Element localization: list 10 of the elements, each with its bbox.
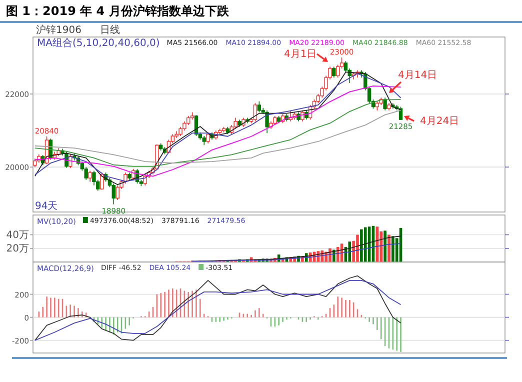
y-tick-label: 20万 bbox=[6, 243, 29, 254]
annotation: 4月1日 bbox=[284, 49, 317, 60]
chart-title: 图 1：2019 年 4 月份沪锌指数单边下跌 bbox=[6, 4, 230, 18]
text: 沪锌1906 bbox=[36, 24, 82, 36]
annotation: 94天 bbox=[35, 201, 58, 212]
annotation: 4月14日 bbox=[398, 70, 438, 81]
annotation: 4月24日 bbox=[420, 116, 460, 127]
legend-title: MA组合(5,10,20,40,60,0) bbox=[37, 37, 160, 49]
text: 日线 bbox=[100, 24, 120, 36]
y-tick-label: 40万 bbox=[6, 230, 29, 241]
